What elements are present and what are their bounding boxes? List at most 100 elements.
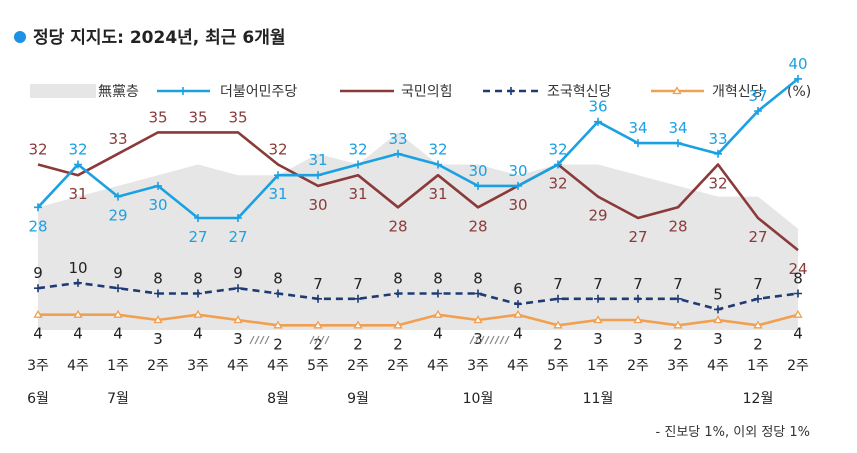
label-ppp-1: 31 — [68, 185, 87, 203]
democratic-marker-11 — [474, 181, 482, 190]
x-tick-12: 4주 — [507, 358, 529, 374]
rebuilding-marker-6 — [274, 289, 282, 298]
rebuilding-marker-0 — [34, 284, 42, 293]
democratic-marker-13 — [554, 160, 562, 169]
month-label-8: 9월 — [347, 391, 369, 407]
label-rebuilding-13: 7 — [553, 275, 563, 293]
label-reform-19: 4 — [793, 325, 803, 343]
label-reform-14: 3 — [593, 330, 603, 348]
legend-label-rebuilding: 조국혁신당 — [547, 84, 612, 100]
labels-layer: 2832943231104293394303583273584273593313… — [28, 55, 807, 353]
label-ppp-7: 30 — [308, 196, 327, 214]
month-label-18: 12월 — [743, 391, 774, 407]
rebuilding-marker-14 — [594, 294, 602, 303]
label-rebuilding-18: 7 — [753, 275, 763, 293]
x-tick-7: 5주 — [307, 358, 329, 374]
x-tick-5: 4주 — [227, 358, 249, 374]
axis-break-mark-11-3 — [504, 335, 510, 345]
reform-marker-9 — [393, 320, 403, 329]
label-ppp-16: 28 — [668, 217, 687, 235]
label-democratic-6: 31 — [268, 185, 287, 203]
label-rebuilding-3: 8 — [153, 270, 163, 288]
month-label-0: 6월 — [27, 391, 49, 407]
rebuilding-marker-13 — [554, 294, 562, 303]
reform-marker-13 — [553, 320, 563, 329]
label-reform-1: 4 — [73, 325, 83, 343]
democratic-marker-0 — [34, 203, 42, 212]
reform-marker-2 — [113, 309, 123, 318]
label-ppp-4: 35 — [188, 108, 207, 126]
month-label-14: 11월 — [583, 391, 614, 407]
reform-marker-16 — [673, 320, 683, 329]
label-rebuilding-6: 8 — [273, 270, 283, 288]
label-democratic-3: 30 — [148, 196, 167, 214]
democratic-marker-9 — [394, 149, 402, 158]
chart-title: 정당 지지도: 2024년, 최근 6개월 — [33, 28, 285, 48]
rebuilding-marker-16 — [674, 294, 682, 303]
label-reform-17: 3 — [713, 330, 723, 348]
democratic-marker-19 — [794, 74, 802, 83]
label-democratic-15: 34 — [628, 119, 647, 137]
x-tick-13: 5주 — [547, 358, 569, 374]
label-democratic-16: 34 — [668, 119, 687, 137]
democratic-marker-10 — [434, 160, 442, 169]
label-reform-0: 4 — [33, 325, 43, 343]
label-rebuilding-10: 8 — [433, 270, 443, 288]
axis-break-mark-11-1 — [494, 335, 500, 345]
legend-marker-rebuilding — [507, 87, 515, 95]
label-ppp-14: 29 — [588, 207, 607, 225]
label-democratic-10: 32 — [428, 141, 447, 159]
democratic-marker-8 — [354, 160, 362, 169]
axis-break-mark-10-0 — [469, 335, 475, 345]
reform-marker-12 — [513, 309, 523, 318]
label-rebuilding-2: 9 — [113, 264, 123, 282]
label-rebuilding-8: 7 — [353, 275, 363, 293]
label-ppp-10: 31 — [428, 185, 447, 203]
label-reform-4: 4 — [193, 325, 203, 343]
title-dot-icon — [14, 31, 26, 43]
label-ppp-19: 24 — [788, 260, 807, 278]
rebuilding-marker-12 — [514, 300, 522, 309]
label-reform-8: 2 — [353, 335, 363, 353]
democratic-marker-16 — [674, 139, 682, 148]
rebuilding-marker-5 — [234, 284, 242, 293]
label-democratic-18: 37 — [748, 87, 767, 105]
rebuilding-marker-2 — [114, 284, 122, 293]
label-rebuilding-19: 8 — [793, 270, 803, 288]
axis-break-mark-5-3 — [264, 335, 270, 345]
democratic-marker-14 — [594, 117, 602, 126]
label-reform-2: 4 — [113, 325, 123, 343]
label-rebuilding-5: 9 — [233, 264, 243, 282]
democratic-marker-1 — [74, 160, 82, 169]
x-tick-10: 4주 — [427, 358, 449, 374]
label-rebuilding-11: 8 — [473, 270, 483, 288]
reform-marker-18 — [753, 320, 763, 329]
label-rebuilding-1: 10 — [68, 259, 87, 277]
rebuilding-marker-9 — [394, 289, 402, 298]
footnote: - 진보당 1%, 이외 정당 1% — [656, 425, 810, 440]
reform-marker-14 — [593, 315, 603, 324]
reform-marker-3 — [153, 315, 163, 324]
democratic-marker-4 — [194, 214, 202, 222]
democratic-marker-7 — [314, 171, 322, 180]
label-reform-10: 4 — [433, 325, 443, 343]
x-tick-17: 4주 — [707, 358, 729, 374]
legend: 無黨층 더불어민주당 국민의힘 조국혁신당 개혁신당 (%) — [30, 84, 811, 100]
rebuilding-marker-18 — [754, 294, 762, 303]
label-democratic-19: 40 — [788, 55, 807, 73]
axis-break-mark-6-1 — [314, 335, 320, 345]
x-tick-2: 1주 — [107, 358, 129, 374]
reform-marker-7 — [313, 320, 323, 329]
label-democratic-0: 28 — [28, 217, 47, 235]
axis-break-mark-6-3 — [324, 335, 330, 345]
x-tick-1: 4주 — [67, 358, 89, 374]
month-label-6: 8월 — [267, 391, 289, 407]
label-reform-6: 2 — [273, 335, 283, 353]
axis-break-mark-5-0 — [249, 335, 255, 345]
axis-break-mark-10-3 — [484, 335, 490, 345]
axis-break-mark-11-0 — [489, 335, 495, 345]
reform-marker-5 — [233, 315, 243, 324]
label-democratic-8: 32 — [348, 141, 367, 159]
reform-marker-10 — [433, 309, 443, 318]
